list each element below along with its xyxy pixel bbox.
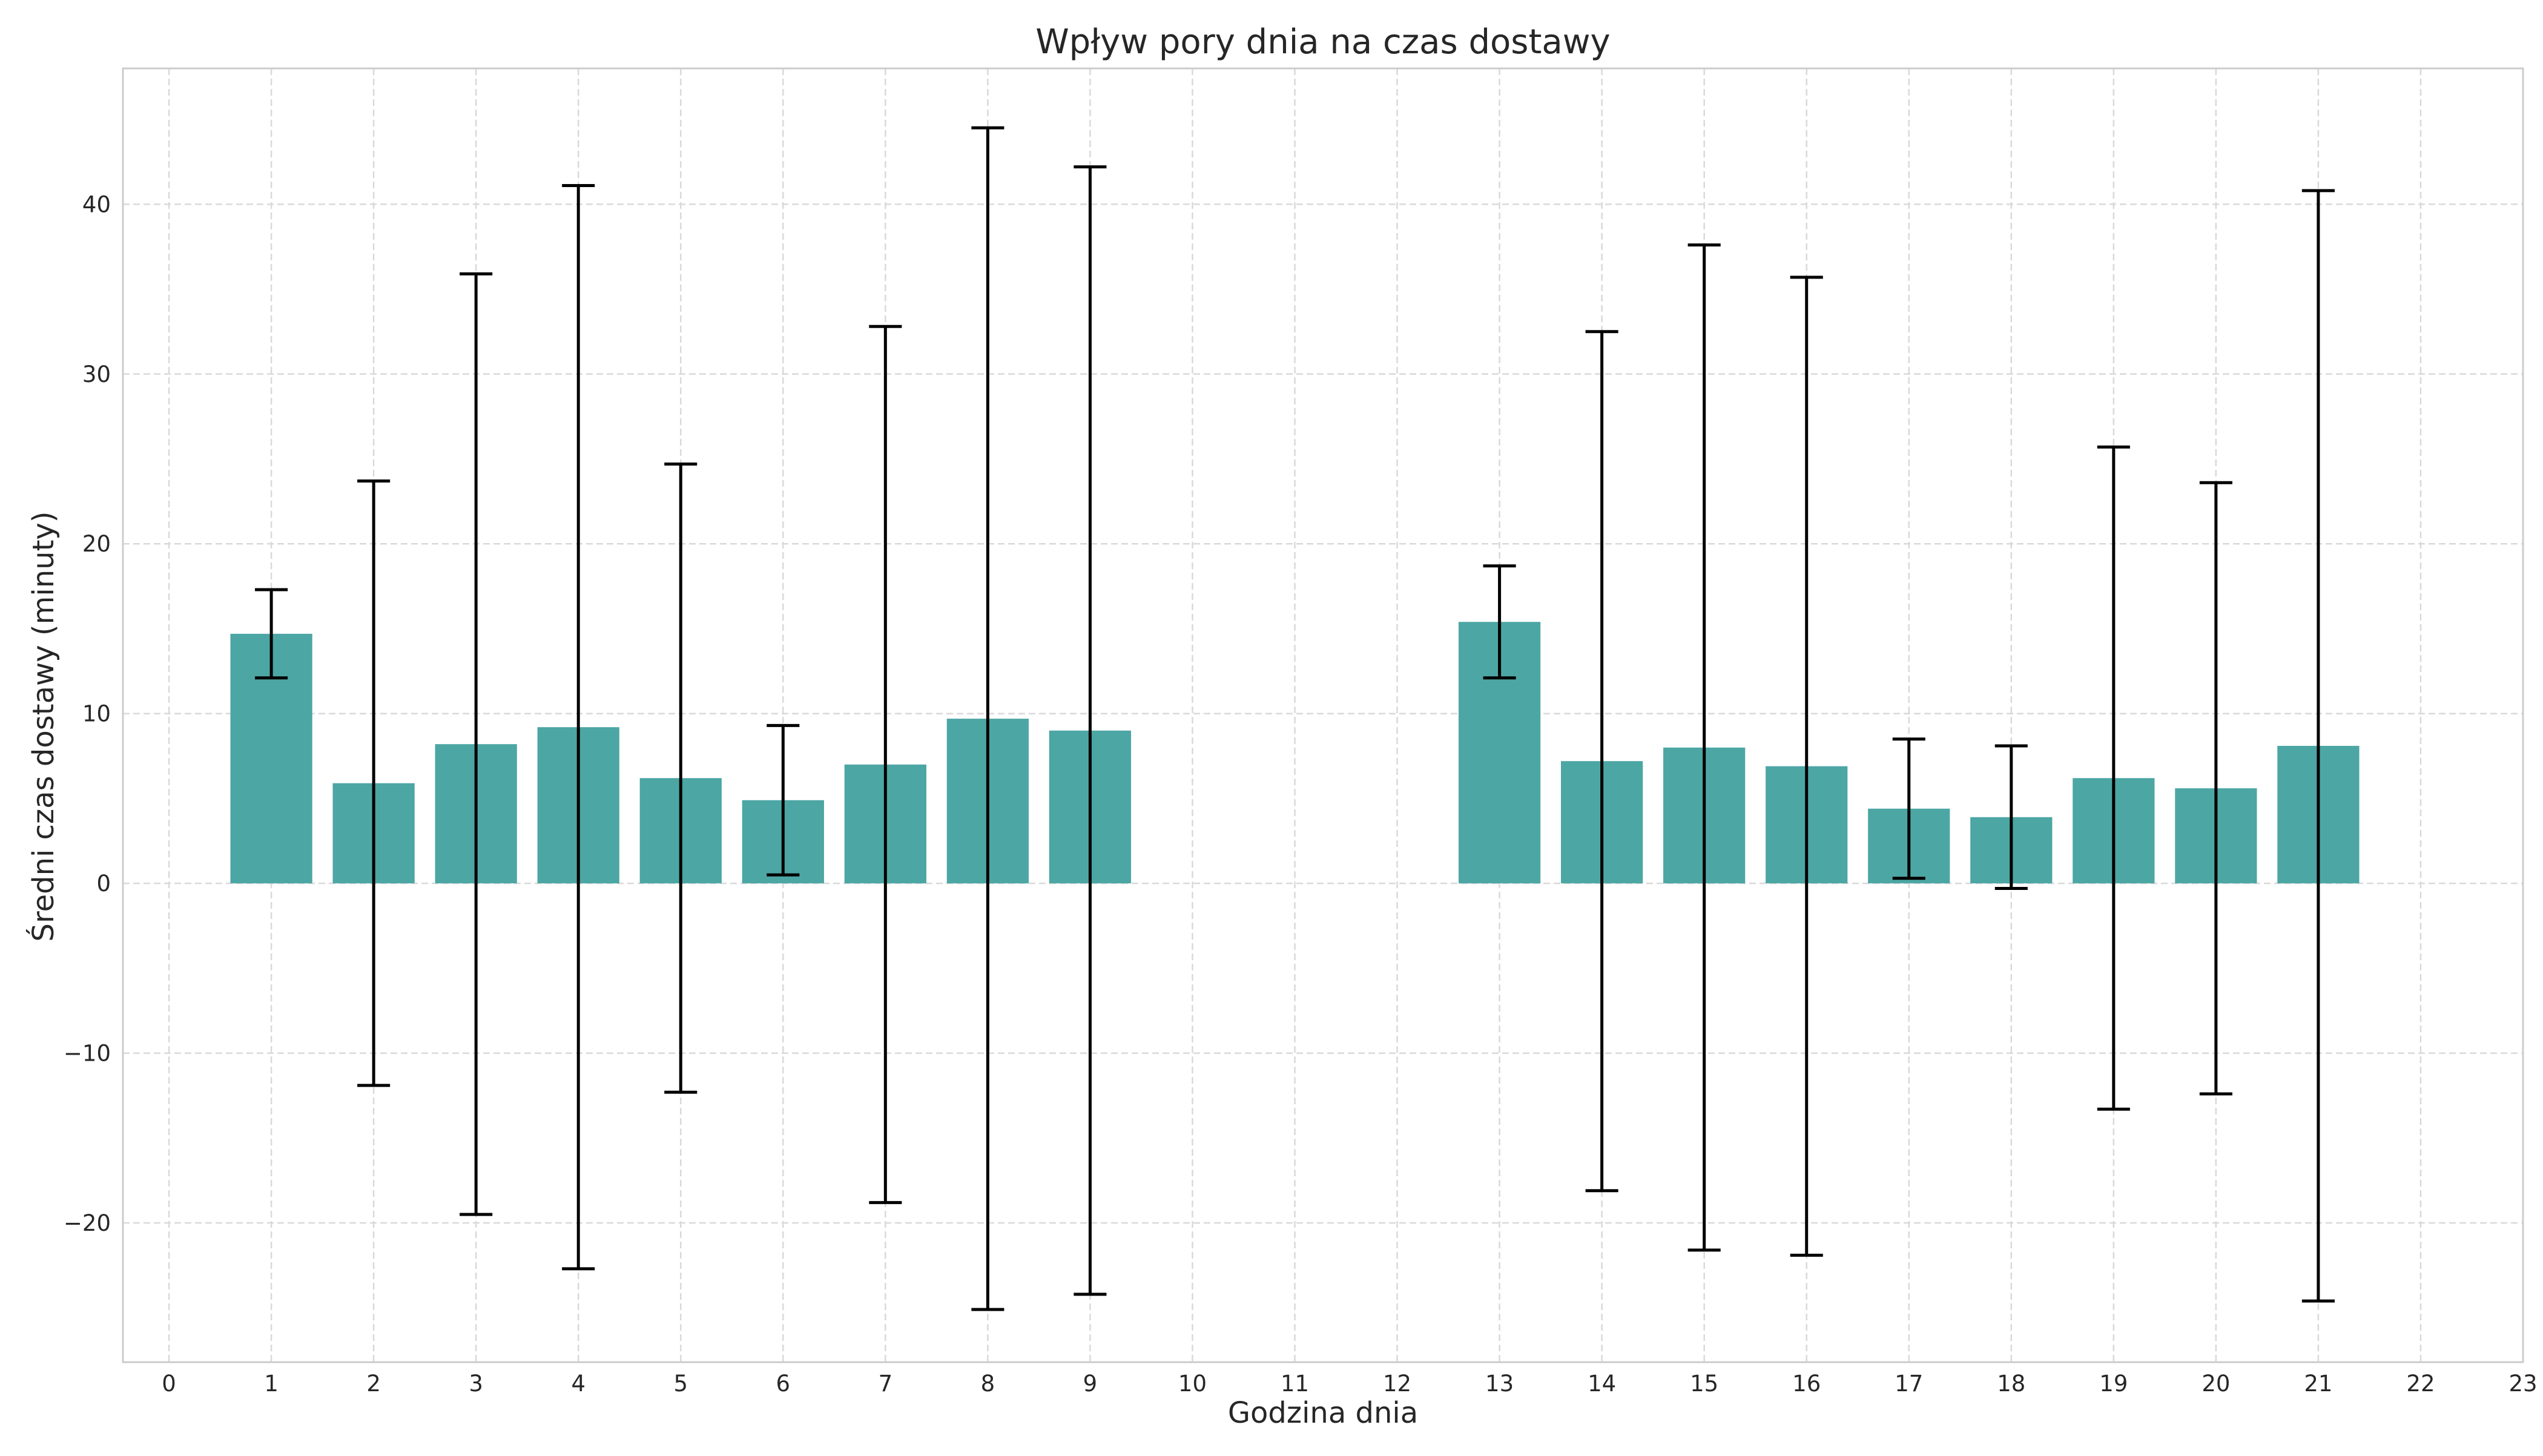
x-tick-label: 8 [981,1371,995,1397]
y-tick-label: −20 [64,1210,111,1236]
x-tick-label: 1 [264,1371,279,1397]
y-axis-ticks: −20 −10 0 10 20 30 40 [64,191,111,1236]
x-tick-label: 5 [673,1371,688,1397]
y-tick-label: 20 [82,531,111,557]
error-bars [255,126,2335,1311]
x-tick-label: 6 [776,1371,791,1397]
x-tick-label: 3 [469,1371,483,1397]
x-tick-label: 14 [1588,1371,1616,1397]
x-tick-label: 19 [2099,1371,2128,1397]
x-tick-label: 13 [1485,1371,1514,1397]
x-tick-label: 2 [366,1371,381,1397]
x-tick-label: 0 [162,1371,176,1397]
x-tick-label: 17 [1895,1371,1923,1397]
x-tick-label: 10 [1178,1371,1207,1397]
x-tick-label: 21 [2304,1371,2332,1397]
plot-frame [122,67,2524,1363]
chart-title: Wpływ pory dnia na czas dostawy [1035,22,1610,62]
y-tick-label: 10 [82,701,111,727]
x-tick-label: 18 [1997,1371,2025,1397]
x-tick-label: 12 [1383,1371,1411,1397]
y-tick-label: 0 [96,871,111,897]
x-axis-ticks: 0 1 2 3 4 5 6 7 8 9 10 11 12 13 14 15 16 17 18 19 20 21 22 23 [162,1371,2537,1397]
y-tick-label: −10 [64,1041,111,1067]
x-tick-label: 15 [1690,1371,1718,1397]
x-tick-label: 7 [879,1371,893,1397]
x-tick-label: 4 [571,1371,585,1397]
x-tick-label: 11 [1281,1371,1309,1397]
x-axis-label: Godzina dnia [1228,1396,1418,1430]
x-tick-label: 9 [1083,1371,1098,1397]
y-tick-label: 30 [82,361,111,387]
x-tick-label: 20 [2202,1371,2230,1397]
x-tick-label: 23 [2508,1371,2537,1397]
y-axis-label: Średni czas dostawy (minuty) [26,511,61,941]
x-tick-label: 22 [2406,1371,2435,1397]
y-tick-label: 40 [82,191,111,217]
x-tick-label: 16 [1792,1371,1821,1397]
